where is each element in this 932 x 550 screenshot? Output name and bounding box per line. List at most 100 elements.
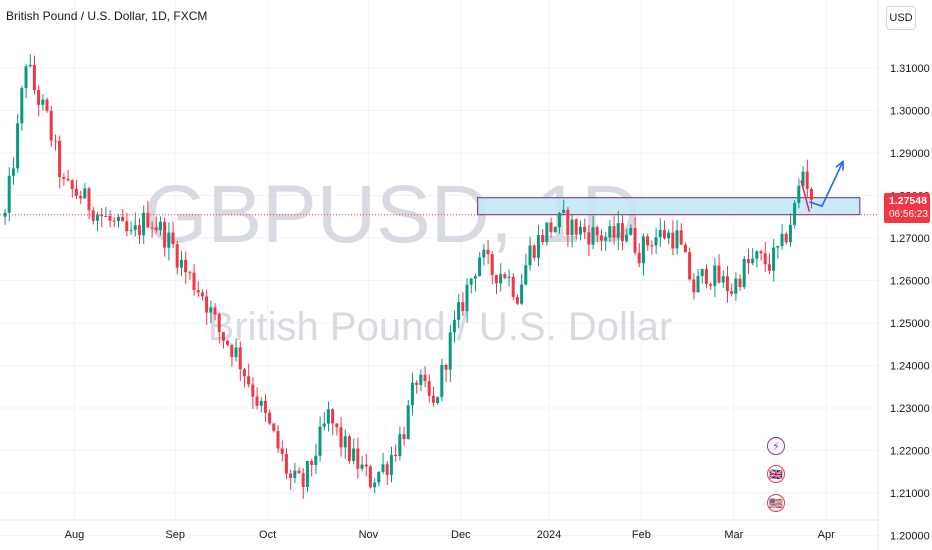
- candle-body[interactable]: [305, 461, 309, 487]
- candle-body[interactable]: [528, 245, 532, 266]
- resistance-zone-box[interactable]: [477, 197, 861, 216]
- candle-body[interactable]: [742, 258, 746, 287]
- candle-body[interactable]: [662, 230, 666, 239]
- resistance-zone[interactable]: [477, 197, 861, 216]
- candle-body[interactable]: [339, 427, 343, 448]
- candle-body[interactable]: [32, 64, 36, 91]
- candle-body[interactable]: [734, 278, 738, 294]
- candle-body[interactable]: [692, 279, 696, 293]
- candle-body[interactable]: [688, 252, 692, 280]
- candle-body[interactable]: [570, 219, 574, 235]
- candle-body[interactable]: [650, 245, 654, 247]
- candle-body[interactable]: [318, 426, 322, 456]
- candle-body[interactable]: [721, 276, 725, 283]
- candle-body[interactable]: [66, 178, 70, 181]
- us-flag-event-icon[interactable]: 🇺🇸: [767, 494, 785, 512]
- candle-body[interactable]: [465, 284, 469, 312]
- candle-body[interactable]: [74, 188, 78, 196]
- candle-body[interactable]: [154, 227, 158, 231]
- candle-body[interactable]: [629, 227, 633, 235]
- candle-body[interactable]: [679, 230, 683, 245]
- candle-body[interactable]: [175, 244, 179, 268]
- candle-body[interactable]: [625, 234, 629, 242]
- candle-body[interactable]: [801, 171, 805, 186]
- candle-body[interactable]: [557, 212, 561, 228]
- candle-body[interactable]: [213, 307, 217, 315]
- candle-body[interactable]: [70, 180, 74, 189]
- candle-body[interactable]: [62, 177, 66, 179]
- candle-body[interactable]: [37, 90, 41, 105]
- candle-body[interactable]: [158, 221, 162, 231]
- candle-body[interactable]: [104, 215, 108, 217]
- candle-body[interactable]: [406, 405, 410, 440]
- candle-body[interactable]: [494, 275, 498, 284]
- candle-body[interactable]: [608, 226, 612, 238]
- candle-body[interactable]: [79, 195, 83, 199]
- candle-body[interactable]: [368, 466, 372, 488]
- candle-body[interactable]: [381, 464, 385, 472]
- candle-body[interactable]: [440, 364, 444, 398]
- currency-button[interactable]: USD: [886, 6, 916, 30]
- candle-body[interactable]: [49, 110, 53, 141]
- candle-body[interactable]: [263, 400, 267, 413]
- candle-body[interactable]: [398, 434, 402, 457]
- candle-body[interactable]: [297, 470, 301, 474]
- time-axis[interactable]: Aug Sep Oct Nov Dec 2024 Feb Mar Apr: [0, 519, 878, 541]
- candle-body[interactable]: [490, 254, 494, 276]
- candle-body[interactable]: [364, 464, 368, 467]
- candle-body[interactable]: [436, 397, 440, 403]
- candle-body[interactable]: [797, 185, 801, 203]
- candle-body[interactable]: [646, 236, 650, 246]
- candle-body[interactable]: [566, 209, 570, 235]
- candle-body[interactable]: [444, 364, 448, 370]
- candle-body[interactable]: [763, 253, 767, 265]
- candle-body[interactable]: [633, 227, 637, 253]
- candle-body[interactable]: [524, 265, 528, 285]
- candle-body[interactable]: [322, 423, 326, 427]
- candle-body[interactable]: [83, 188, 87, 199]
- candle-body[interactable]: [427, 381, 431, 396]
- candle-body[interactable]: [129, 230, 133, 232]
- candle-body[interactable]: [301, 473, 305, 487]
- candle-body[interactable]: [108, 215, 112, 221]
- candle-body[interactable]: [809, 188, 813, 200]
- candle-body[interactable]: [116, 216, 120, 222]
- candle-body[interactable]: [452, 319, 456, 333]
- candle-body[interactable]: [759, 251, 763, 254]
- candle-body[interactable]: [700, 268, 704, 276]
- candle-body[interactable]: [780, 233, 784, 246]
- candle-body[interactable]: [536, 235, 540, 258]
- pullback-arrow[interactable]: [800, 180, 811, 212]
- candle-body[interactable]: [469, 278, 473, 285]
- candle-body[interactable]: [20, 88, 24, 124]
- candle-body[interactable]: [389, 454, 393, 475]
- candle-body[interactable]: [150, 227, 154, 229]
- candle-body[interactable]: [511, 276, 515, 297]
- candle-body[interactable]: [730, 291, 734, 294]
- candle-body[interactable]: [595, 227, 599, 236]
- candle-body[interactable]: [482, 249, 486, 258]
- candle-body[interactable]: [280, 448, 284, 454]
- candle-body[interactable]: [423, 374, 427, 382]
- candle-body[interactable]: [326, 409, 330, 424]
- candle-body[interactable]: [310, 461, 314, 465]
- candle-body[interactable]: [767, 264, 771, 271]
- candle-body[interactable]: [772, 247, 776, 271]
- candle-body[interactable]: [133, 225, 137, 231]
- candle-body[interactable]: [360, 464, 364, 469]
- candle-body[interactable]: [28, 64, 32, 67]
- candle-body[interactable]: [545, 222, 549, 243]
- candle-body[interactable]: [352, 448, 356, 461]
- candle-body[interactable]: [431, 395, 435, 403]
- candle-body[interactable]: [604, 237, 608, 241]
- candle-body[interactable]: [696, 275, 700, 293]
- candle-body[interactable]: [793, 202, 797, 225]
- candle-body[interactable]: [188, 272, 192, 274]
- candle-body[interactable]: [486, 249, 490, 255]
- candle-body[interactable]: [41, 99, 45, 105]
- candle-body[interactable]: [637, 252, 641, 264]
- candle-body[interactable]: [709, 284, 713, 286]
- candle-body[interactable]: [226, 340, 230, 345]
- candle-body[interactable]: [331, 409, 335, 424]
- candle-body[interactable]: [776, 245, 780, 248]
